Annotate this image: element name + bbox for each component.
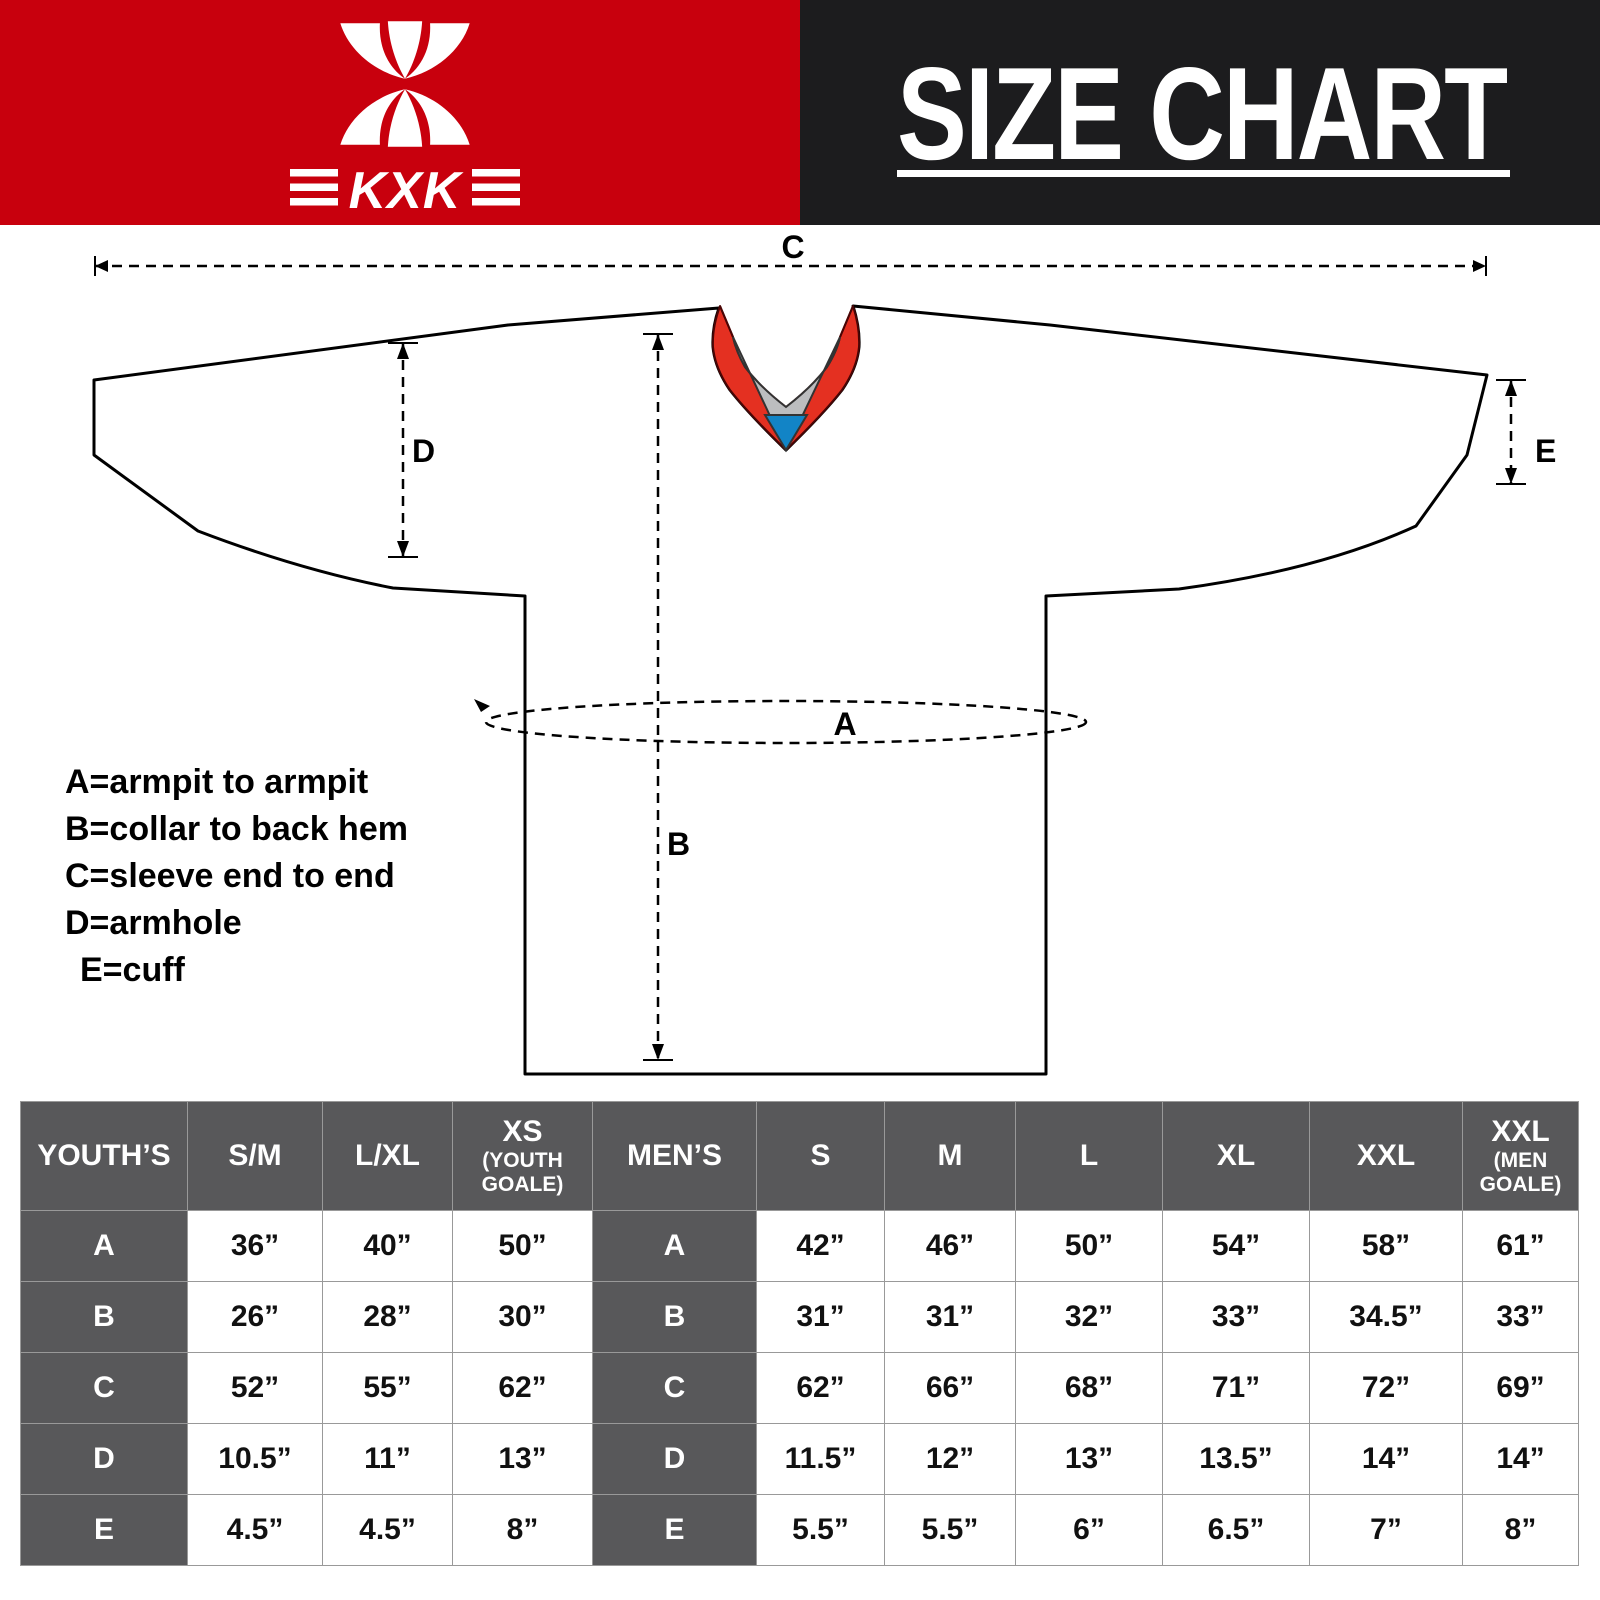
svg-text:E=cuff: E=cuff [80, 951, 186, 989]
svg-text:A=armpit to armpit: A=armpit to armpit [65, 763, 368, 801]
svg-text:B=collar to back hem: B=collar to back hem [65, 810, 408, 848]
svg-text:E: E [1535, 433, 1556, 469]
svg-text:D=armhole: D=armhole [65, 904, 242, 942]
svg-text:C: C [781, 229, 804, 265]
svg-text:D: D [412, 433, 435, 469]
svg-text:B: B [667, 826, 690, 862]
svg-text:A: A [833, 706, 856, 742]
svg-text:C=sleeve end to end: C=sleeve end to end [65, 857, 395, 895]
